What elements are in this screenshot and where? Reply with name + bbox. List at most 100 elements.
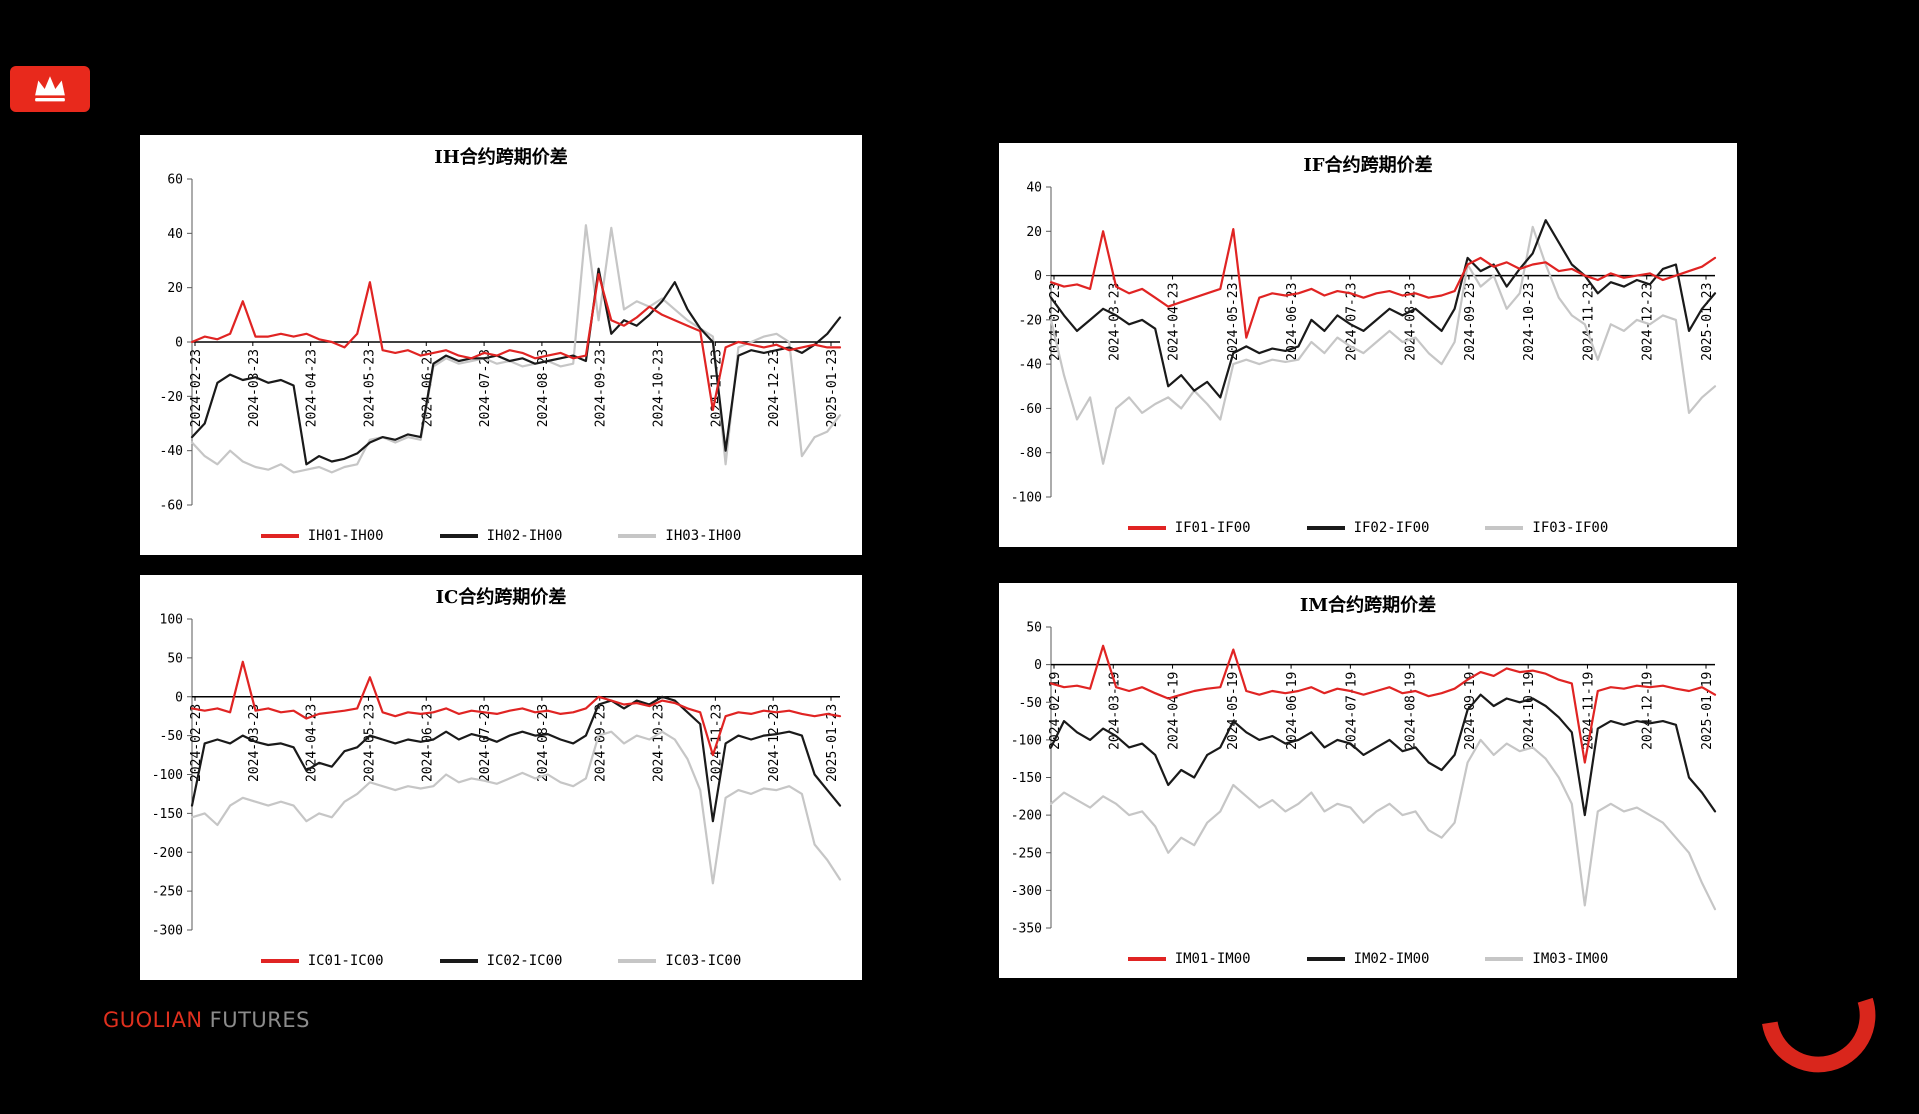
chart-legend-im: IM01-IM00 IM02-IM00 IM03-IM00 [999,940,1737,978]
svg-text:-150: -150 [1011,771,1042,786]
svg-text:2025-01-19: 2025-01-19 [1700,672,1715,750]
svg-text:2024-03-23: 2024-03-23 [247,349,262,427]
legend-label: IF01-IF00 [1174,520,1251,536]
svg-text:-100: -100 [1011,491,1042,506]
legend-item: IM02-IM00 [1306,951,1429,967]
brand-logo [10,66,90,112]
svg-text:20: 20 [167,281,183,296]
svg-text:-60: -60 [1019,402,1042,417]
svg-text:-200: -200 [1011,809,1042,824]
svg-text:2024-12-23: 2024-12-23 [767,704,782,782]
svg-text:2024-12-23: 2024-12-23 [1641,283,1656,361]
svg-text:40: 40 [1026,181,1042,196]
legend-swatch-red [1127,957,1166,961]
svg-text:2024-07-19: 2024-07-19 [1344,672,1359,750]
svg-text:100: 100 [160,613,183,628]
svg-text:2024-09-23: 2024-09-23 [1463,283,1478,361]
legend-item: IH01-IH00 [260,528,384,544]
chart-title-ih: IH合约跨期价差 [434,147,568,168]
svg-text:2024-10-19: 2024-10-19 [1522,672,1537,750]
legend-label: IF02-IF00 [1353,520,1430,536]
legend-swatch-gray [618,534,657,538]
legend-item: IC03-IC00 [618,953,741,969]
svg-text:-250: -250 [1011,846,1042,861]
legend-swatch-gray [618,959,657,963]
svg-text:2024-02-23: 2024-02-23 [189,349,204,427]
chart-legend-ih: IH01-IH00 IH02-IH00 IH03-IH00 [140,517,862,555]
legend-label: IC02-IC00 [486,953,563,969]
legend-item: IH03-IH00 [618,528,741,544]
svg-text:60: 60 [167,173,183,188]
svg-text:2024-06-23: 2024-06-23 [420,704,435,782]
legend-swatch-gray [1485,957,1524,961]
brand-wordmark: GUOLIAN FUTURES [103,1008,310,1032]
svg-text:2025-01-23: 2025-01-23 [825,704,840,782]
svg-text:2024-05-23: 2024-05-23 [1226,283,1241,361]
svg-text:-250: -250 [152,885,183,900]
legend-label: IH02-IH00 [486,528,563,544]
svg-text:2024-07-23: 2024-07-23 [478,704,493,782]
svg-text:0: 0 [1034,269,1042,284]
svg-text:-100: -100 [1011,733,1042,748]
if-line-plot: 40 20 0 -20 -40 -60 -80 -100 2024-02-23 2024-03-2… [1011,181,1717,506]
svg-text:2024-08-23: 2024-08-23 [536,349,551,427]
svg-text:2024-04-19: 2024-04-19 [1167,672,1182,750]
svg-text:2024-09-19: 2024-09-19 [1463,672,1478,750]
svg-text:2024-09-23: 2024-09-23 [594,349,609,427]
svg-text:2024-05-19: 2024-05-19 [1226,672,1241,750]
svg-text:-150: -150 [152,807,183,822]
legend-swatch-red [260,959,299,963]
svg-text:2024-04-23: 2024-04-23 [1167,283,1182,361]
svg-text:2024-02-23: 2024-02-23 [1048,283,1063,361]
chart-title-if: IF合约跨期价差 [1303,155,1433,176]
legend-item: IF03-IF00 [1485,520,1608,536]
chart-panel-ih: IH合约跨期价差 60 40 20 0 -20 -40 -60 2024-02-23 2024-… [140,135,862,555]
legend-swatch-black [439,534,478,538]
chart-title-im: IM合约跨期价差 [1299,595,1437,616]
ic-line-plot: 100 50 0 -50 -100 -150 -200 -250 -300 2024-02-23 2… [152,613,842,939]
svg-text:2024-08-19: 2024-08-19 [1404,672,1419,750]
svg-text:2024-05-23: 2024-05-23 [362,704,377,782]
svg-text:-300: -300 [1011,884,1042,899]
svg-text:2024-12-23: 2024-12-23 [767,349,782,427]
svg-text:-80: -80 [1019,446,1042,461]
svg-text:2024-02-23: 2024-02-23 [189,704,204,782]
im-line-plot: 500-50-100-150-200-250-300-3502024-02-19… [1011,621,1717,937]
legend-swatch-red [1127,526,1166,530]
chart-panel-im: IM合约跨期价差 50 0 -50 -100 -150 -200 -250 -300 -350 2… [999,583,1737,978]
svg-text:2024-11-19: 2024-11-19 [1581,672,1596,750]
svg-text:-100: -100 [152,768,183,783]
red-swoosh-graphic [1762,997,1876,1073]
svg-text:40: 40 [167,227,183,242]
legend-item: IM01-IM00 [1127,951,1251,967]
svg-text:2024-06-23: 2024-06-23 [1285,283,1300,361]
legend-item: IF01-IF00 [1127,520,1251,536]
svg-text:2024-11-23: 2024-11-23 [1581,283,1596,361]
legend-swatch-gray [1485,526,1524,530]
svg-text:2024-09-23: 2024-09-23 [594,704,609,782]
legend-label: IH03-IH00 [665,528,742,544]
svg-text:2024-06-23: 2024-06-23 [420,349,435,427]
svg-text:2024-05-23: 2024-05-23 [362,349,377,427]
legend-label: IC01-IC00 [307,953,384,969]
legend-item: IF02-IF00 [1306,520,1430,536]
svg-text:-60: -60 [160,499,183,514]
svg-text:50: 50 [167,651,183,666]
svg-text:2024-07-23: 2024-07-23 [478,349,493,427]
legend-swatch-red [260,534,299,538]
chart-title-ic: IC合约跨期价差 [435,587,567,608]
brand-name-primary: GUOLIAN [103,1008,203,1032]
svg-text:2024-10-23: 2024-10-23 [652,349,667,427]
svg-text:2024-04-23: 2024-04-23 [305,704,320,782]
svg-text:2024-03-23: 2024-03-23 [247,704,262,782]
legend-label: IH01-IH00 [307,528,384,544]
svg-text:2024-03-19: 2024-03-19 [1107,672,1122,750]
svg-text:-200: -200 [152,846,183,861]
svg-text:-40: -40 [160,444,183,459]
svg-text:0: 0 [175,690,183,705]
svg-text:-350: -350 [1011,922,1042,937]
legend-item: IC02-IC00 [439,953,563,969]
chart-legend-if: IF01-IF00 IF02-IF00 IF03-IF00 [999,509,1737,547]
svg-text:-300: -300 [152,924,183,939]
